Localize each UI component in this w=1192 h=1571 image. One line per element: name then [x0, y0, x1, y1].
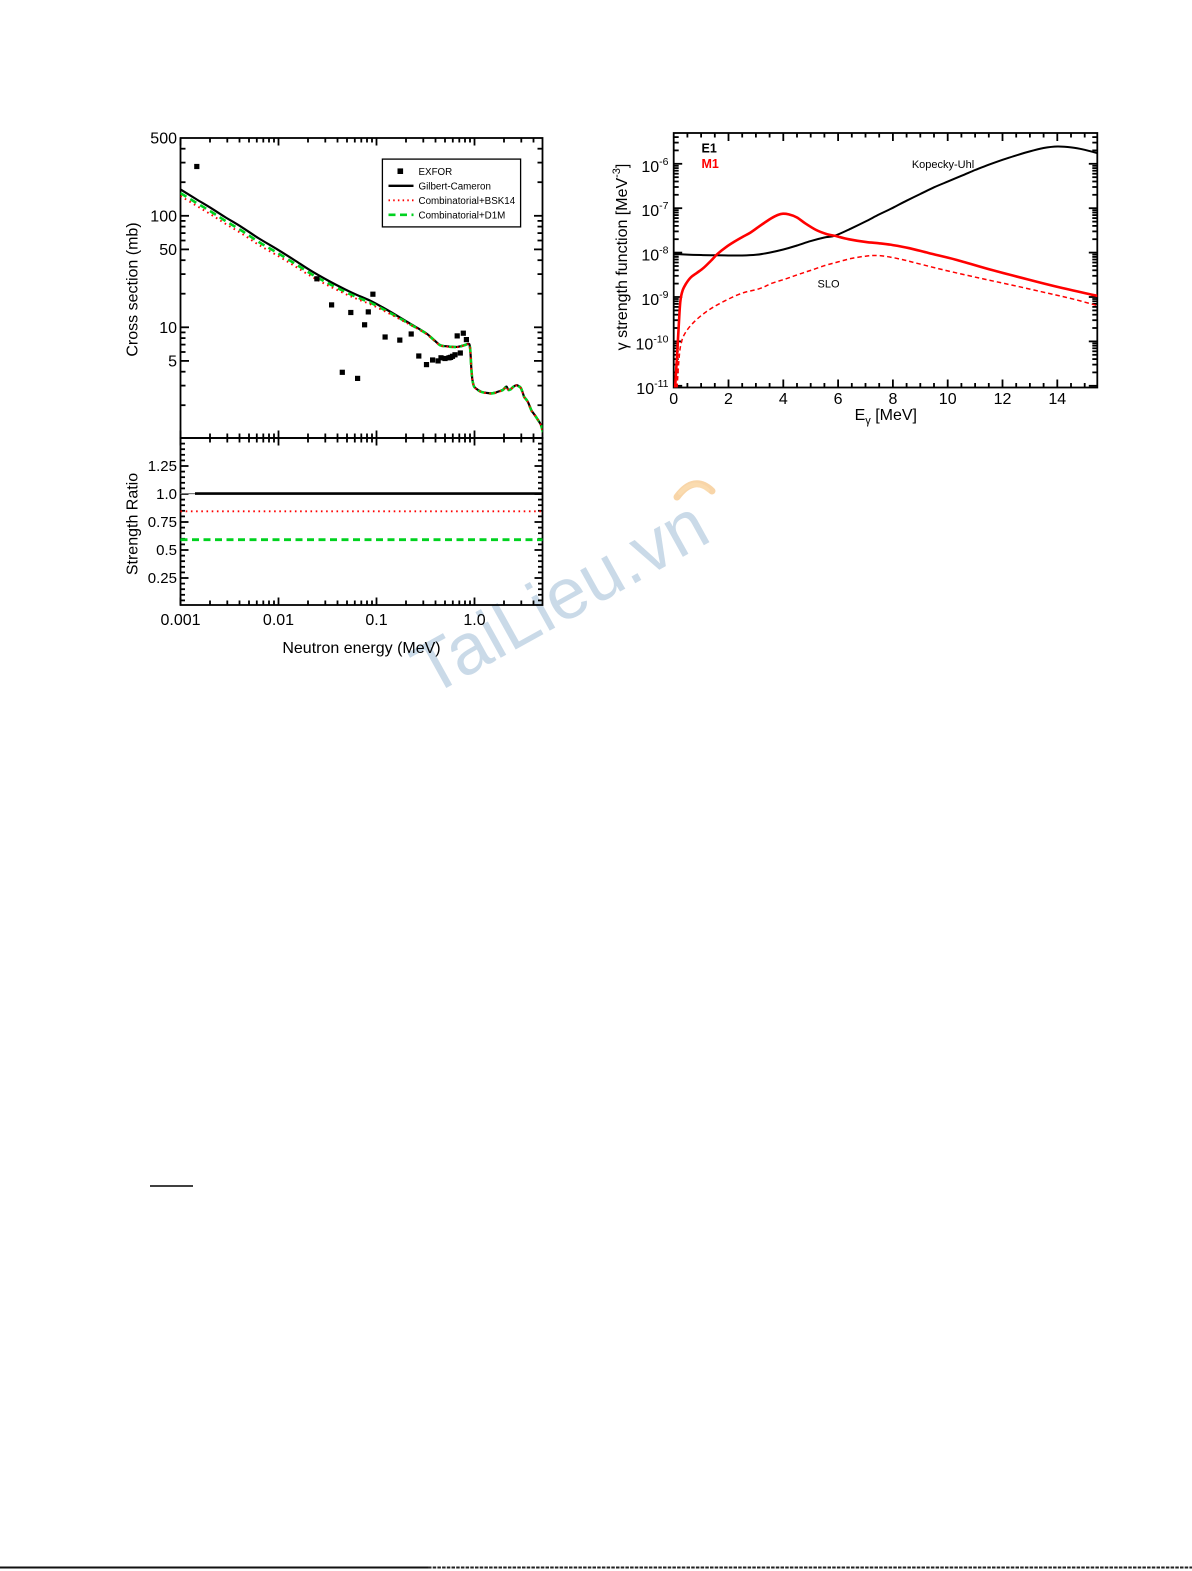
svg-text:0.001: 0.001	[160, 612, 200, 629]
svg-text:Eγ [MeV]: Eγ [MeV]	[855, 407, 917, 427]
svg-text:Strength Ratio: Strength Ratio	[125, 473, 142, 575]
svg-text:1.25: 1.25	[148, 458, 177, 475]
svg-text:500: 500	[150, 130, 177, 147]
svg-text:0.01: 0.01	[263, 612, 294, 629]
svg-text:2: 2	[724, 391, 733, 408]
svg-text:SLO: SLO	[817, 279, 839, 291]
svg-text:Gilbert-Cameron: Gilbert-Cameron	[419, 181, 491, 192]
svg-text:0.1: 0.1	[365, 612, 387, 629]
svg-text:EXFOR: EXFOR	[419, 167, 453, 178]
svg-text:1.0: 1.0	[156, 486, 177, 503]
svg-text:0.75: 0.75	[148, 514, 177, 531]
svg-text:M1: M1	[702, 157, 719, 171]
svg-text:Cross section (mb): Cross section (mb)	[125, 222, 142, 356]
svg-text:6: 6	[834, 391, 843, 408]
svg-text:Neutron energy (MeV): Neutron energy (MeV)	[282, 640, 440, 657]
svg-text:4: 4	[779, 391, 788, 408]
svg-text:γ strength function [MeV-3]: γ strength function [MeV-3]	[611, 164, 631, 351]
svg-text:0.5: 0.5	[156, 542, 177, 559]
svg-text:Combinatorial+BSK14: Combinatorial+BSK14	[419, 196, 516, 207]
svg-text:14: 14	[1048, 391, 1066, 408]
svg-text:1.0: 1.0	[463, 612, 485, 629]
svg-text:8: 8	[888, 391, 897, 408]
svg-text:0.25: 0.25	[148, 570, 177, 587]
svg-text:E1: E1	[702, 142, 717, 156]
svg-text:12: 12	[994, 391, 1012, 408]
svg-text:0: 0	[669, 391, 678, 408]
svg-text:Kopecky-Uhl: Kopecky-Uhl	[912, 159, 974, 171]
svg-text:5: 5	[168, 353, 177, 370]
svg-text:10: 10	[159, 320, 177, 337]
svg-text:Combinatorial+D1M: Combinatorial+D1M	[419, 210, 506, 221]
svg-text:10: 10	[939, 391, 957, 408]
svg-text:50: 50	[159, 242, 177, 259]
svg-text:100: 100	[150, 208, 177, 225]
